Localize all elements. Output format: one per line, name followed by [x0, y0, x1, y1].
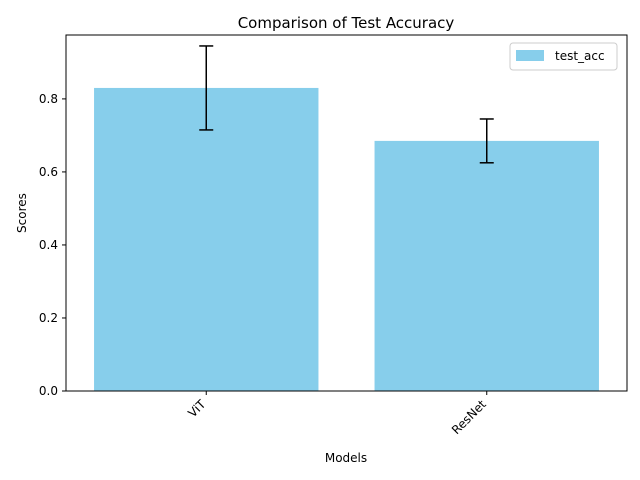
- y-axis-label: Scores: [15, 193, 29, 233]
- bar-vit: [94, 87, 319, 391]
- y-tick-label: 0.6: [39, 165, 58, 179]
- y-tick-label: 0.4: [39, 238, 58, 252]
- y-tick-label: 0.8: [39, 92, 58, 106]
- bar-resnet: [374, 140, 599, 391]
- x-axis-label: Models: [325, 451, 367, 465]
- x-tick-label-resnet: ResNet: [449, 397, 489, 437]
- legend: test_acc: [509, 42, 618, 71]
- plot-frame: [65, 34, 628, 392]
- legend-frame: [509, 42, 618, 71]
- error-bars-layer: [199, 45, 494, 164]
- axes-layer: [65, 34, 628, 392]
- y-tick-label: 0.2: [39, 311, 58, 325]
- x-tick-label-vit: ViT: [185, 397, 209, 421]
- y-tick-label: 0.0: [39, 384, 58, 398]
- legend-swatch: [516, 50, 544, 61]
- legend-label: test_acc: [555, 49, 605, 63]
- chart-title: Comparison of Test Accuracy: [238, 14, 455, 32]
- bars-layer: [94, 87, 599, 391]
